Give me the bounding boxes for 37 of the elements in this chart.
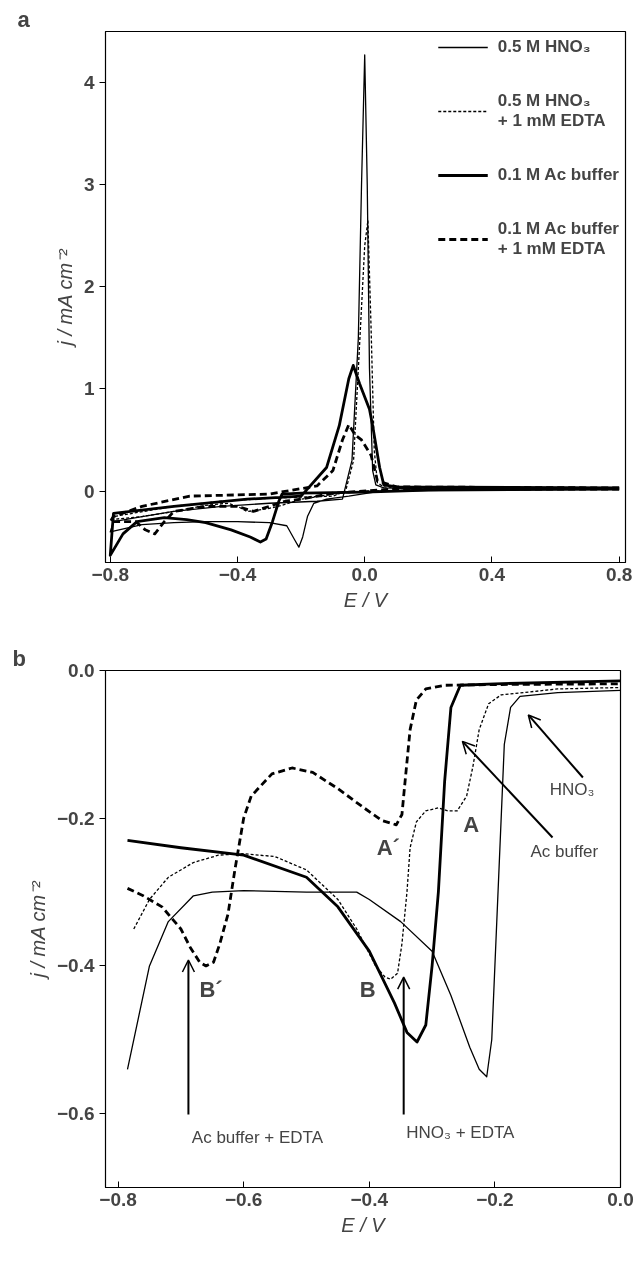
legend-label: 0.5 M HNO₃ + 1 mM EDTA [497,91,606,131]
legend-label: 0.5 M HNO₃ [497,37,591,57]
y-tick-label: 3 [83,174,95,196]
y-tick-label: −0.6 [56,1103,95,1125]
annotation: A´ [376,835,400,861]
annotation: A [463,812,480,838]
chart-title: a [17,6,31,32]
y-tick-label: 0 [83,480,95,502]
x-tick-label: 0.8 [605,563,633,585]
y-axis-title: j / mA cm⁻² [53,247,76,349]
annotation: B´ [199,977,223,1003]
y-tick-label: 2 [83,276,95,298]
x-tick-label: −0.2 [476,1188,514,1210]
annotation: Ac buffer [530,841,599,861]
x-axis-title: E / V [341,1213,387,1236]
chart-title: b [12,645,26,671]
annotation: HNO₃ [549,779,595,799]
annotation: Ac buffer + EDTA [191,1127,324,1147]
x-tick-label: 0.0 [607,1188,634,1210]
y-tick-label: −0.2 [56,807,95,829]
x-tick-label: 0.4 [478,563,506,585]
y-axis-title: j / mA cm⁻² [26,879,49,981]
annotation: HNO₃ + EDTA [406,1123,516,1143]
y-tick-label: 0.0 [68,660,95,681]
x-tick-label: −0.8 [99,1188,137,1210]
y-tick-label: 4 [83,72,95,94]
y-tick-label: 1 [83,378,95,400]
x-tick-label: −0.4 [218,563,257,585]
x-tick-label: −0.8 [91,563,130,585]
x-tick-label: −0.4 [350,1188,389,1210]
y-tick-label: −0.4 [56,955,95,977]
x-axis-title: E / V [343,588,389,611]
legend-label: 0.1 M Ac buffer [497,165,619,185]
legend-label: 0.1 M Ac buffer + 1 mM EDTA [497,219,619,259]
x-tick-label: 0.0 [351,563,378,585]
x-tick-label: −0.6 [224,1188,263,1210]
annotation: B [359,976,376,1002]
